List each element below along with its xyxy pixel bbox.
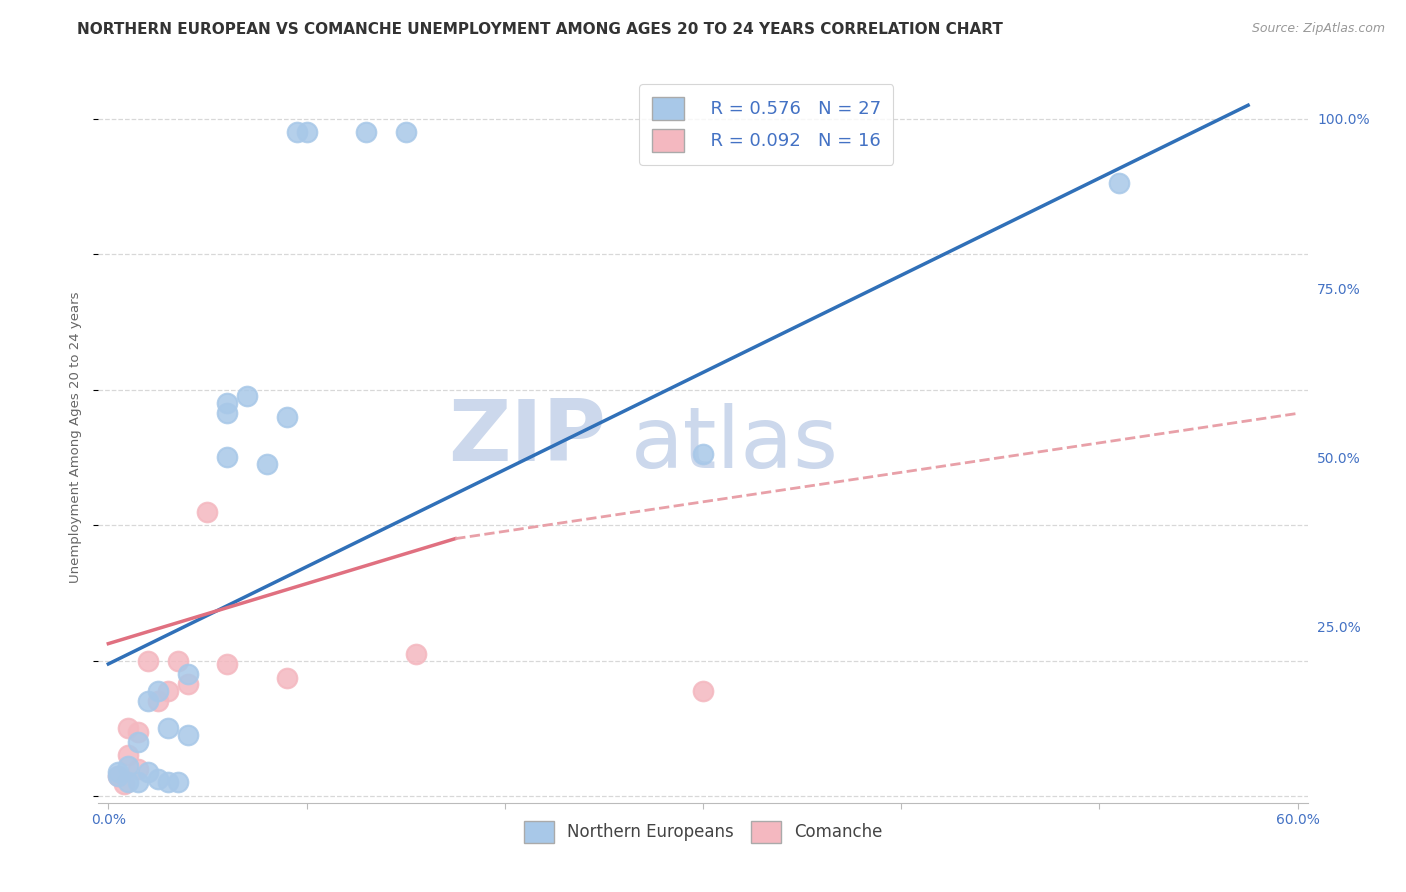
- Point: [136, 694, 159, 708]
- Point: [166, 654, 188, 668]
- Point: [395, 125, 418, 139]
- Y-axis label: Unemployment Among Ages 20 to 24 years: Unemployment Among Ages 20 to 24 years: [69, 292, 83, 582]
- Point: [136, 765, 159, 780]
- Text: NORTHERN EUROPEAN VS COMANCHE UNEMPLOYMENT AMONG AGES 20 TO 24 YEARS CORRELATION: NORTHERN EUROPEAN VS COMANCHE UNEMPLOYME…: [77, 22, 1004, 37]
- Point: [217, 450, 239, 465]
- Point: [156, 721, 179, 735]
- Point: [217, 396, 239, 410]
- Point: [146, 772, 169, 786]
- Point: [217, 406, 239, 420]
- Point: [156, 684, 179, 698]
- Point: [295, 125, 318, 139]
- Text: ZIP: ZIP: [449, 395, 606, 479]
- Point: [256, 457, 278, 471]
- Point: [117, 775, 139, 789]
- Point: [692, 447, 714, 461]
- Point: [166, 775, 188, 789]
- Point: [127, 735, 149, 749]
- Point: [107, 769, 129, 783]
- Point: [354, 125, 377, 139]
- Point: [136, 654, 159, 668]
- Point: [176, 667, 198, 681]
- Point: [107, 765, 129, 780]
- Point: [127, 775, 149, 789]
- Point: [405, 647, 427, 661]
- Point: [127, 724, 149, 739]
- Point: [692, 684, 714, 698]
- Point: [236, 389, 259, 403]
- Point: [127, 762, 149, 776]
- Point: [285, 125, 308, 139]
- Point: [117, 721, 139, 735]
- Text: atlas: atlas: [630, 403, 838, 486]
- Point: [117, 748, 139, 763]
- Point: [276, 671, 298, 685]
- Text: Source: ZipAtlas.com: Source: ZipAtlas.com: [1251, 22, 1385, 36]
- Point: [112, 777, 135, 791]
- Point: [156, 775, 179, 789]
- Point: [176, 728, 198, 742]
- Point: [146, 694, 169, 708]
- Legend: Northern Europeans, Comanche: Northern Europeans, Comanche: [517, 814, 889, 849]
- Point: [107, 769, 129, 783]
- Point: [117, 758, 139, 772]
- Point: [176, 677, 198, 691]
- Point: [146, 684, 169, 698]
- Point: [276, 409, 298, 424]
- Point: [197, 505, 219, 519]
- Point: [217, 657, 239, 671]
- Point: [1108, 176, 1130, 190]
